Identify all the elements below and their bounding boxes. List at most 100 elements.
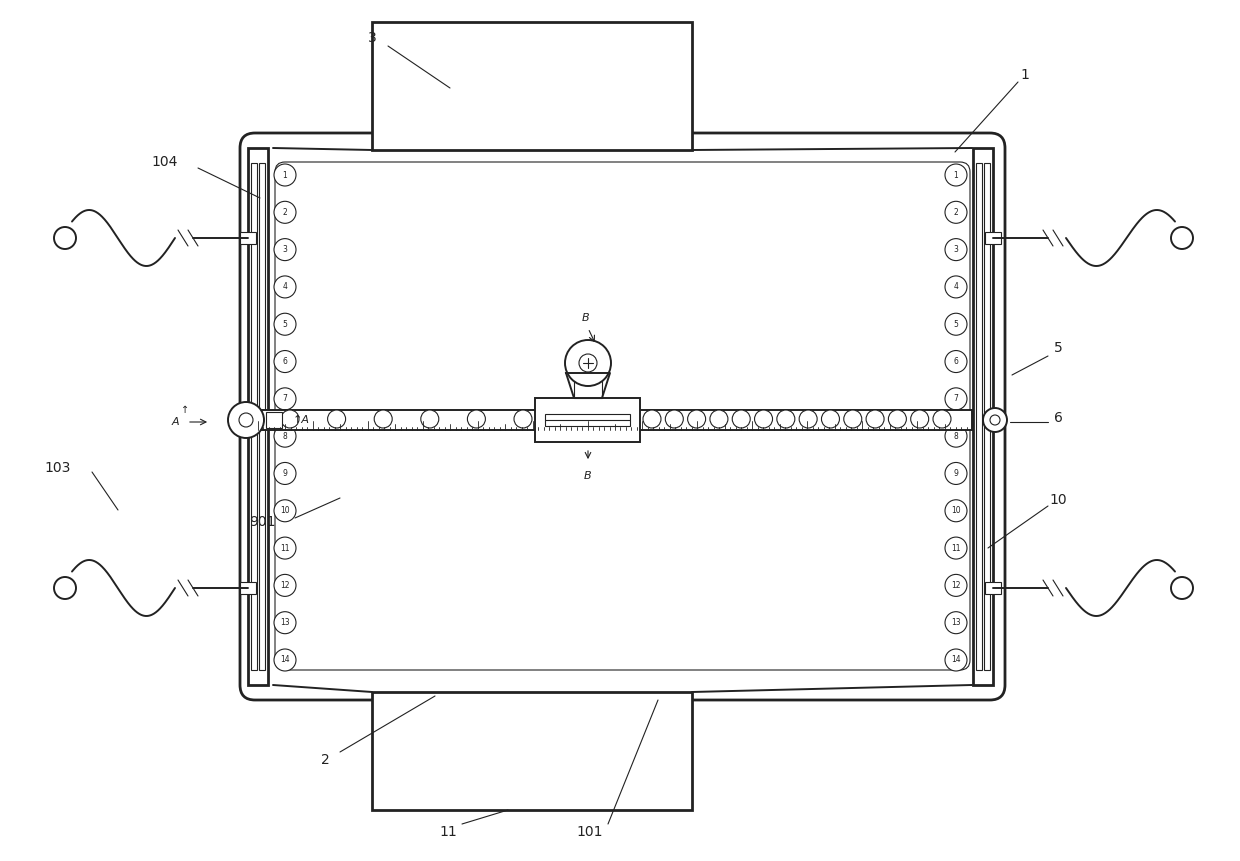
Text: 6: 6 (283, 357, 288, 366)
Text: 9: 9 (283, 469, 288, 478)
Bar (248, 148, 268, 685)
Circle shape (945, 276, 967, 298)
Circle shape (228, 402, 264, 438)
Circle shape (945, 649, 967, 671)
Circle shape (274, 276, 296, 298)
Circle shape (932, 410, 951, 428)
Circle shape (776, 410, 795, 428)
Circle shape (274, 649, 296, 671)
Circle shape (843, 410, 862, 428)
Circle shape (274, 537, 296, 559)
Bar (250, 163, 257, 670)
Text: 5: 5 (1054, 341, 1063, 355)
Circle shape (888, 410, 906, 428)
Circle shape (733, 410, 750, 428)
FancyBboxPatch shape (275, 162, 970, 670)
Text: 3: 3 (954, 245, 959, 254)
Circle shape (274, 462, 296, 485)
Circle shape (239, 413, 253, 427)
Circle shape (666, 410, 683, 428)
Circle shape (1171, 227, 1193, 249)
Text: 7: 7 (954, 394, 959, 403)
Bar (258, 410, 972, 430)
Text: 5: 5 (954, 319, 959, 329)
Text: 6: 6 (954, 357, 959, 366)
Text: 901: 901 (249, 515, 275, 529)
Circle shape (644, 410, 661, 428)
Bar (267, 412, 281, 428)
Circle shape (945, 425, 967, 447)
Text: ↑: ↑ (181, 405, 188, 415)
Circle shape (274, 238, 296, 261)
Circle shape (281, 410, 299, 428)
Circle shape (990, 415, 999, 425)
Text: 14: 14 (280, 655, 290, 665)
Bar (574, 373, 601, 398)
Text: 13: 13 (280, 618, 290, 627)
Bar (973, 148, 993, 685)
Text: B: B (583, 313, 590, 323)
Bar (534, 398, 640, 442)
Circle shape (374, 410, 392, 428)
FancyBboxPatch shape (241, 133, 1004, 700)
Text: A: A (171, 417, 179, 427)
Circle shape (274, 574, 296, 597)
Text: 11: 11 (280, 543, 290, 553)
Text: 11: 11 (439, 825, 456, 839)
Circle shape (467, 410, 485, 428)
Bar (241, 582, 255, 594)
Circle shape (515, 410, 532, 428)
Text: 3: 3 (283, 245, 288, 254)
Circle shape (945, 387, 967, 410)
Text: 2: 2 (954, 208, 959, 217)
Text: 10: 10 (1049, 493, 1066, 507)
Circle shape (274, 350, 296, 373)
Circle shape (274, 201, 296, 223)
Circle shape (945, 499, 967, 522)
Circle shape (274, 387, 296, 410)
Circle shape (274, 164, 296, 186)
Bar (546, 414, 630, 426)
Circle shape (945, 201, 967, 223)
Text: 2: 2 (321, 753, 330, 767)
Circle shape (945, 537, 967, 559)
Circle shape (910, 410, 929, 428)
Bar (372, 22, 692, 150)
Text: 8: 8 (283, 431, 288, 441)
Bar (372, 692, 692, 810)
Bar (241, 232, 255, 244)
Circle shape (754, 410, 773, 428)
Text: 5: 5 (283, 319, 288, 329)
Circle shape (565, 340, 611, 386)
Text: 1: 1 (283, 170, 288, 179)
Bar (259, 163, 265, 670)
Circle shape (55, 227, 76, 249)
Circle shape (821, 410, 839, 428)
Circle shape (983, 408, 1007, 432)
Circle shape (711, 410, 728, 428)
Text: 1: 1 (1021, 68, 1029, 82)
Text: 12: 12 (951, 581, 961, 590)
Text: 4: 4 (283, 282, 288, 291)
Bar (985, 582, 1001, 594)
Text: 3: 3 (367, 31, 377, 45)
Text: 12: 12 (280, 581, 290, 590)
Bar (985, 232, 1001, 244)
Circle shape (945, 611, 967, 634)
Text: 2: 2 (283, 208, 288, 217)
Circle shape (945, 164, 967, 186)
Text: 9: 9 (954, 469, 959, 478)
Circle shape (420, 410, 439, 428)
Text: 104: 104 (151, 155, 179, 169)
Circle shape (945, 313, 967, 335)
Text: B: B (584, 471, 591, 481)
Bar (985, 163, 990, 670)
Circle shape (274, 425, 296, 447)
Text: 101: 101 (577, 825, 603, 839)
Circle shape (274, 499, 296, 522)
Text: 7: 7 (283, 394, 288, 403)
Text: 6: 6 (1054, 411, 1063, 425)
Text: 1: 1 (954, 170, 959, 179)
Circle shape (579, 354, 596, 372)
Text: 14: 14 (951, 655, 961, 665)
